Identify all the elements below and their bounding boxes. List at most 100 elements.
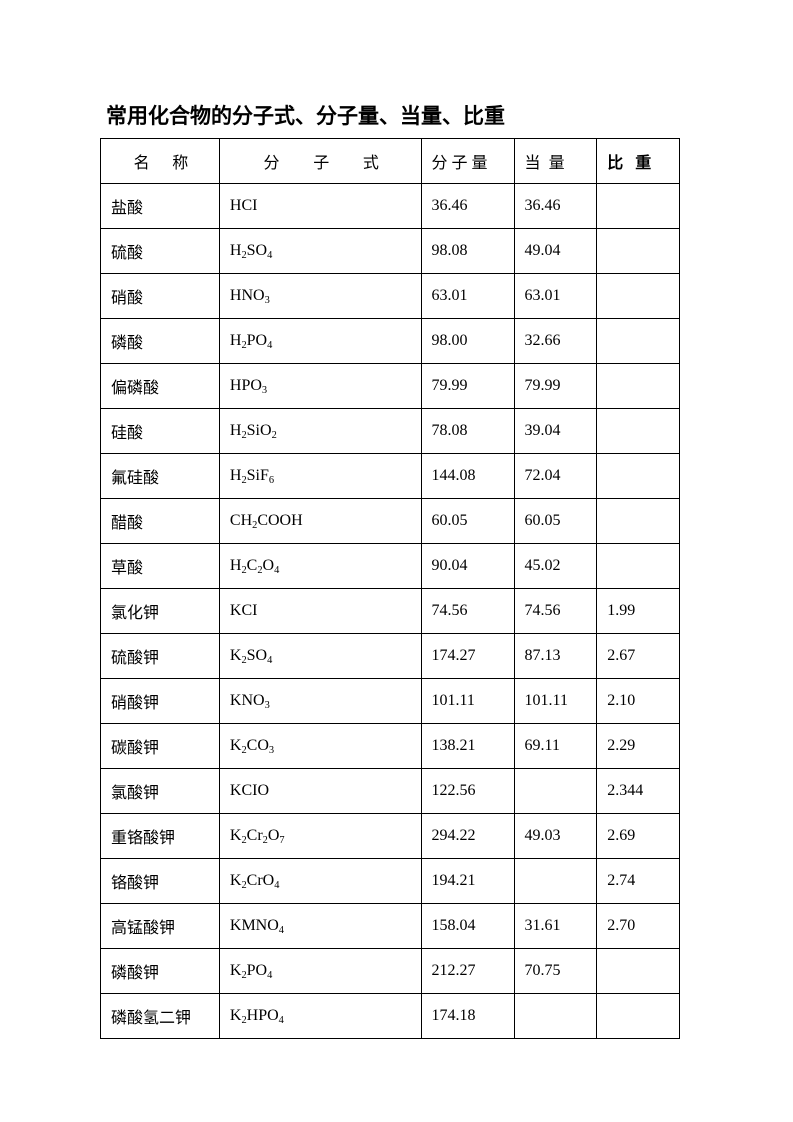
cell-sg: 2.70: [597, 904, 680, 949]
cell-eq: 49.04: [514, 229, 597, 274]
table-row: 草酸H2C2O490.0445.02: [101, 544, 680, 589]
cell-sg: [597, 364, 680, 409]
header-formula: 分 子 式: [219, 139, 421, 184]
cell-sg: 2.29: [597, 724, 680, 769]
cell-eq: 39.04: [514, 409, 597, 454]
cell-name: 草酸: [101, 544, 220, 589]
cell-eq: [514, 994, 597, 1039]
cell-mw: 90.04: [421, 544, 514, 589]
cell-mw: 212.27: [421, 949, 514, 994]
header-formula-char: 式: [363, 149, 379, 173]
cell-formula: HCI: [219, 184, 421, 229]
header-mw-char: 量: [472, 155, 488, 172]
page: 常用化合物的分子式、分子量、当量、比重 名 称 分 子: [0, 0, 793, 1122]
cell-formula: K2HPO4: [219, 994, 421, 1039]
cell-eq: 49.03: [514, 814, 597, 859]
table-row: 磷酸氢二钾K2HPO4174.18: [101, 994, 680, 1039]
cell-eq: 69.11: [514, 724, 597, 769]
cell-mw: 294.22: [421, 814, 514, 859]
cell-mw: 74.56: [421, 589, 514, 634]
header-name-char: 称: [172, 149, 188, 173]
compound-table: 名 称 分 子 式 分 子 量 当 量: [100, 138, 680, 1039]
cell-eq: 79.99: [514, 364, 597, 409]
cell-name: 醋酸: [101, 499, 220, 544]
cell-name: 高锰酸钾: [101, 904, 220, 949]
cell-sg: 2.69: [597, 814, 680, 859]
cell-sg: [597, 499, 680, 544]
cell-formula: H2C2O4: [219, 544, 421, 589]
header-sg-char: 重: [635, 155, 651, 172]
cell-sg: [597, 274, 680, 319]
cell-mw: 36.46: [421, 184, 514, 229]
cell-name: 氯酸钾: [101, 769, 220, 814]
cell-name: 硝酸钾: [101, 679, 220, 724]
cell-formula: KCIO: [219, 769, 421, 814]
table-body: 盐酸HCI36.4636.46硫酸H2SO498.0849.04硝酸HNO363…: [101, 184, 680, 1039]
table-row: 磷酸H2PO498.0032.66: [101, 319, 680, 364]
table-row: 铬酸钾K2CrO4194.212.74: [101, 859, 680, 904]
cell-sg: [597, 544, 680, 589]
header-formula-char: 分: [264, 149, 280, 173]
table-row: 重铬酸钾K2Cr2O7294.2249.032.69: [101, 814, 680, 859]
cell-formula: K2CrO4: [219, 859, 421, 904]
header-sg-char: 比: [607, 155, 623, 172]
table-row: 硝酸钾KNO3101.11101.112.10: [101, 679, 680, 724]
header-mw: 分 子 量: [421, 139, 514, 184]
cell-name: 盐酸: [101, 184, 220, 229]
cell-eq: 36.46: [514, 184, 597, 229]
cell-sg: [597, 994, 680, 1039]
header-eq: 当 量: [514, 139, 597, 184]
cell-mw: 138.21: [421, 724, 514, 769]
cell-mw: 122.56: [421, 769, 514, 814]
cell-name: 磷酸氢二钾: [101, 994, 220, 1039]
cell-formula: KMNO4: [219, 904, 421, 949]
header-formula-char: 子: [313, 149, 329, 173]
header-eq-char: 当: [525, 155, 541, 172]
cell-name: 氯化钾: [101, 589, 220, 634]
table-header-row: 名 称 分 子 式 分 子 量 当 量: [101, 139, 680, 184]
cell-mw: 174.27: [421, 634, 514, 679]
cell-eq: 32.66: [514, 319, 597, 364]
cell-eq: 63.01: [514, 274, 597, 319]
cell-mw: 79.99: [421, 364, 514, 409]
cell-mw: 144.08: [421, 454, 514, 499]
cell-sg: [597, 184, 680, 229]
cell-mw: 194.21: [421, 859, 514, 904]
cell-sg: 2.67: [597, 634, 680, 679]
header-name-char: 名: [134, 149, 150, 173]
cell-formula: K2Cr2O7: [219, 814, 421, 859]
cell-eq: 87.13: [514, 634, 597, 679]
cell-formula: H2SiO2: [219, 409, 421, 454]
cell-formula: KCI: [219, 589, 421, 634]
table-header: 名 称 分 子 式 分 子 量 当 量: [101, 139, 680, 184]
table-row: 硝酸HNO363.0163.01: [101, 274, 680, 319]
cell-sg: [597, 454, 680, 499]
table-row: 醋酸CH2COOH60.0560.05: [101, 499, 680, 544]
cell-sg: [597, 319, 680, 364]
cell-formula: HPO3: [219, 364, 421, 409]
cell-name: 硝酸: [101, 274, 220, 319]
cell-mw: 98.00: [421, 319, 514, 364]
cell-mw: 174.18: [421, 994, 514, 1039]
table-row: 偏磷酸HPO379.9979.99: [101, 364, 680, 409]
cell-mw: 78.08: [421, 409, 514, 454]
header-mw-char: 分: [432, 155, 448, 172]
table-row: 硅酸H2SiO278.0839.04: [101, 409, 680, 454]
cell-formula: K2PO4: [219, 949, 421, 994]
cell-mw: 101.11: [421, 679, 514, 724]
cell-name: 碳酸钾: [101, 724, 220, 769]
header-mw-char: 子: [452, 155, 468, 172]
table-row: 氯酸钾KCIO122.562.344: [101, 769, 680, 814]
cell-name: 磷酸: [101, 319, 220, 364]
cell-formula: CH2COOH: [219, 499, 421, 544]
cell-name: 硫酸: [101, 229, 220, 274]
table-row: 硫酸钾K2SO4174.2787.132.67: [101, 634, 680, 679]
cell-eq: 60.05: [514, 499, 597, 544]
cell-sg: [597, 949, 680, 994]
cell-name: 偏磷酸: [101, 364, 220, 409]
cell-eq: 31.61: [514, 904, 597, 949]
cell-eq: 70.75: [514, 949, 597, 994]
cell-mw: 158.04: [421, 904, 514, 949]
cell-name: 铬酸钾: [101, 859, 220, 904]
cell-mw: 60.05: [421, 499, 514, 544]
